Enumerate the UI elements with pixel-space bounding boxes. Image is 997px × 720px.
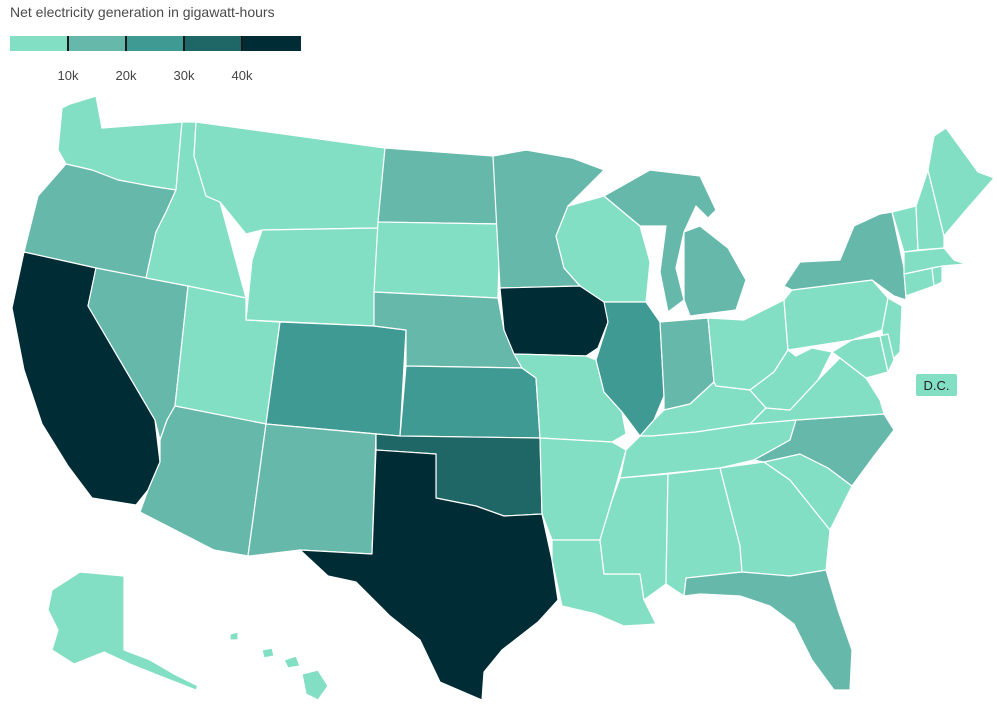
legend-bin-1 bbox=[10, 36, 68, 51]
state-colorado[interactable] bbox=[265, 321, 407, 437]
legend-label-30k: 30k bbox=[173, 68, 195, 83]
legend-label-10k: 10k bbox=[57, 68, 79, 83]
state-new-mexico[interactable] bbox=[247, 423, 377, 557]
state-texas[interactable] bbox=[299, 449, 559, 701]
state-north-carolina[interactable] bbox=[753, 413, 895, 487]
legend-bin-2 bbox=[68, 36, 126, 51]
state-west-virginia[interactable] bbox=[749, 347, 833, 411]
legend-label-20k: 20k bbox=[115, 68, 137, 83]
state-maine[interactable] bbox=[927, 127, 995, 237]
state-alaska[interactable] bbox=[47, 571, 199, 691]
state-massachusetts[interactable] bbox=[903, 247, 967, 275]
state-north-dakota[interactable] bbox=[377, 147, 501, 225]
dc-label-box[interactable]: D.C. bbox=[916, 374, 957, 396]
state-rhode-island[interactable] bbox=[931, 265, 943, 287]
state-south-dakota[interactable] bbox=[373, 221, 501, 299]
legend-tick-40k bbox=[241, 36, 243, 51]
state-delaware[interactable] bbox=[879, 333, 895, 373]
map-title: Net electricity generation in gigawatt-h… bbox=[10, 4, 275, 20]
state-michigan[interactable] bbox=[603, 169, 747, 317]
legend-tick-30k bbox=[183, 36, 185, 51]
state-florida[interactable] bbox=[683, 569, 853, 691]
legend-label-40k: 40k bbox=[231, 68, 253, 83]
state-new-hampshire[interactable] bbox=[915, 169, 945, 251]
legend-tick-10k bbox=[67, 36, 69, 51]
state-new-york[interactable] bbox=[783, 211, 907, 301]
state-hawaii[interactable] bbox=[229, 631, 329, 701]
state-wyoming[interactable] bbox=[245, 227, 379, 327]
state-kansas[interactable] bbox=[399, 365, 541, 439]
legend-bin-4 bbox=[184, 36, 242, 51]
state-missouri[interactable] bbox=[513, 353, 627, 443]
legend-bin-3 bbox=[126, 36, 184, 51]
legend-tick-20k bbox=[125, 36, 127, 51]
legend-bin-5 bbox=[242, 36, 301, 51]
state-iowa[interactable] bbox=[499, 285, 609, 357]
